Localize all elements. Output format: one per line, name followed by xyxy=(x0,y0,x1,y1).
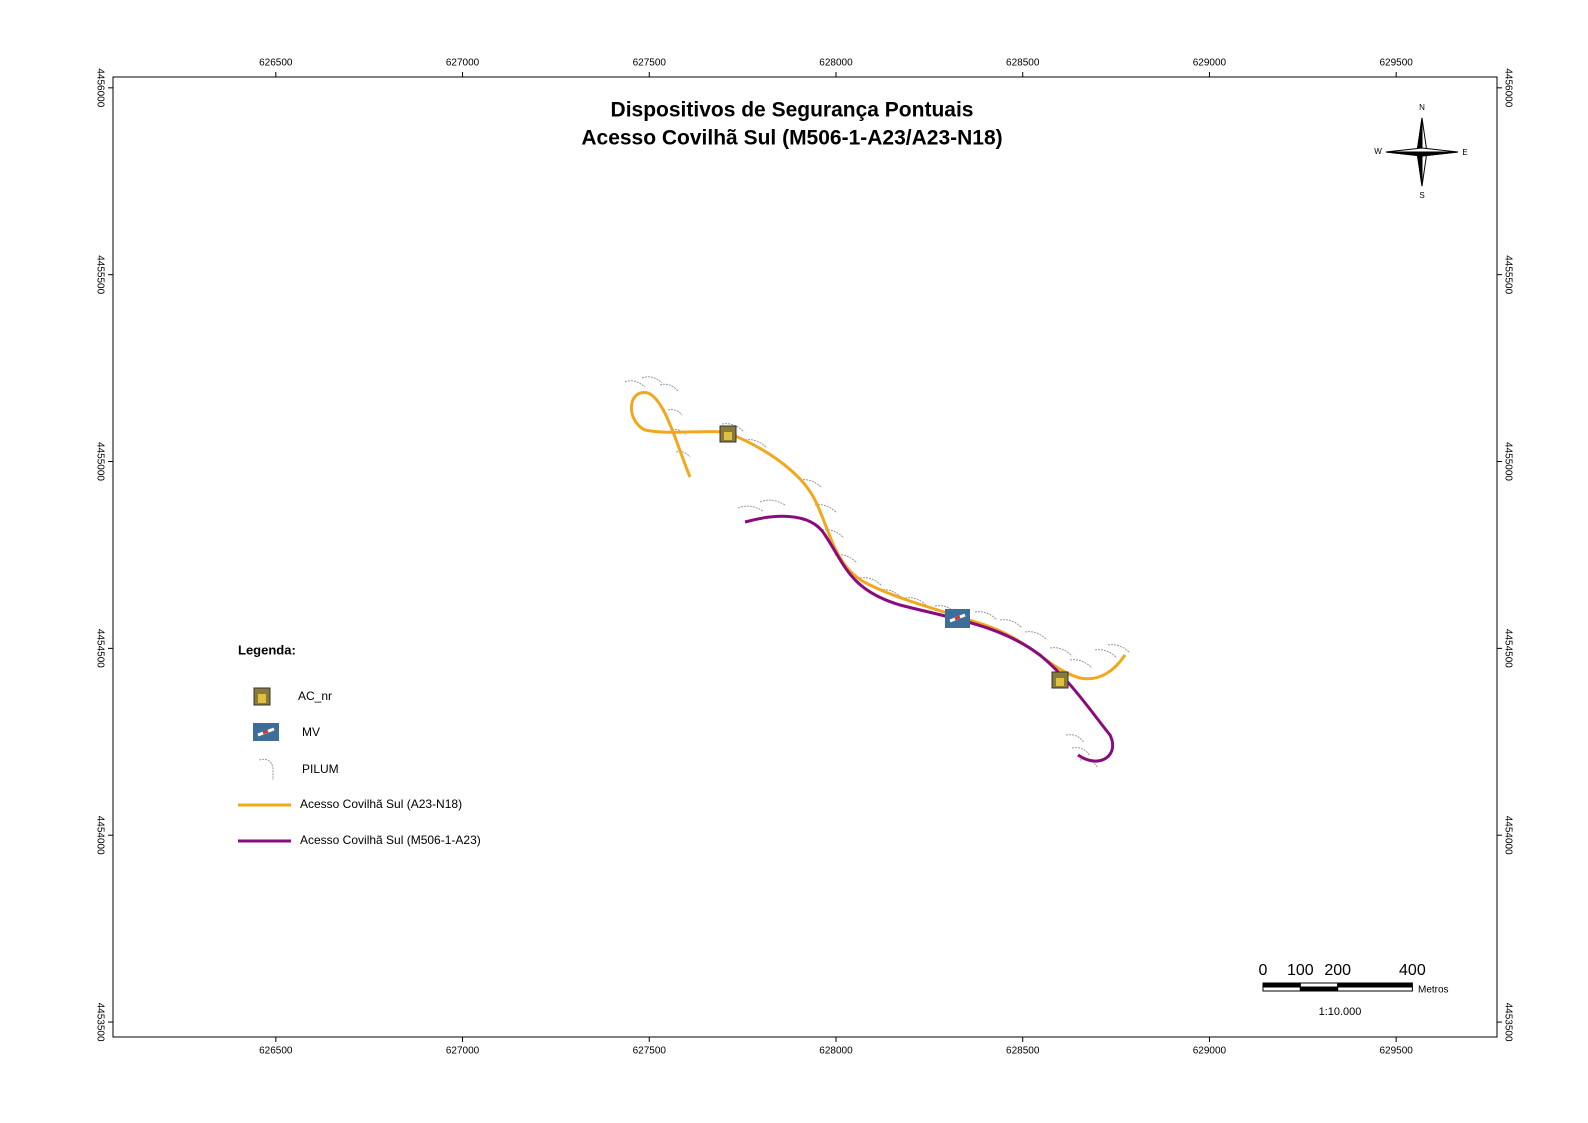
scale-segment xyxy=(1337,986,1413,992)
y-tick-label-right: 4454500 xyxy=(1502,629,1513,668)
y-tick-label-right: 4455000 xyxy=(1502,442,1513,481)
x-tick-label-bottom: 627500 xyxy=(633,1046,667,1057)
scale-label: 100 xyxy=(1287,962,1314,979)
y-tick-label-left: 4455500 xyxy=(94,255,105,294)
compass-n: N xyxy=(1419,103,1425,112)
y-tick-label-right: 4454000 xyxy=(1502,816,1513,855)
legend-ac-nr-icon xyxy=(253,687,271,706)
legend-label: Acesso Covilhã Sul (M506-1-A23) xyxy=(300,833,481,847)
scale-label: 400 xyxy=(1399,962,1426,979)
legend-label: Acesso Covilhã Sul (A23-N18) xyxy=(300,797,462,811)
y-tick-label-left: 4453500 xyxy=(94,1003,105,1042)
y-tick-label-left: 4455000 xyxy=(94,442,105,481)
x-tick-label-bottom: 627000 xyxy=(446,1046,480,1057)
legend-label: AC_nr xyxy=(298,689,332,703)
legend-pilum-icon xyxy=(258,758,274,780)
y-tick-label-right: 4456000 xyxy=(1502,68,1513,107)
map-subtitle: Acesso Covilhã Sul (M506-1-A23/A23-N18) xyxy=(581,127,1002,150)
scale-label: 200 xyxy=(1324,962,1351,979)
legend-label: PILUM xyxy=(302,762,339,776)
scale-segment xyxy=(1337,982,1413,988)
legend-title: Legenda: xyxy=(238,642,296,657)
legend-mv-icon xyxy=(253,723,279,741)
ac-nr-icon xyxy=(1051,671,1069,689)
x-tick-label-top: 627000 xyxy=(446,58,480,69)
y-tick-label-right: 4455500 xyxy=(1502,255,1513,294)
y-tick-label-left: 4456000 xyxy=(94,68,105,107)
x-tick-label-bottom: 628000 xyxy=(819,1046,853,1057)
x-tick-label-bottom: 628500 xyxy=(1006,1046,1040,1057)
ac-nr-icon xyxy=(719,425,737,443)
scale-segment xyxy=(1262,986,1301,992)
scale-segment xyxy=(1299,982,1339,988)
y-tick-label-left: 4454000 xyxy=(94,816,105,855)
scale-segment xyxy=(1262,982,1301,988)
x-tick-label-top: 628500 xyxy=(1006,58,1040,69)
x-tick-label-top: 628000 xyxy=(819,58,853,69)
x-tick-label-top: 629000 xyxy=(1193,58,1227,69)
scale-segment xyxy=(1299,986,1339,992)
x-tick-label-bottom: 629000 xyxy=(1193,1046,1227,1057)
x-tick-label-top: 627500 xyxy=(633,58,667,69)
north-arrow xyxy=(1385,117,1459,187)
scale-unit: Metros xyxy=(1418,985,1449,996)
scale-ratio: 1:10.000 xyxy=(1319,1006,1362,1018)
scale-label: 0 xyxy=(1259,962,1268,979)
compass-w: W xyxy=(1374,147,1382,156)
x-tick-label-bottom: 626500 xyxy=(259,1046,293,1057)
map-title: Dispositivos de Segurança Pontuais xyxy=(611,99,974,122)
x-tick-label-bottom: 629500 xyxy=(1379,1046,1413,1057)
pilum-markers xyxy=(624,376,1131,769)
x-tick-label-top: 626500 xyxy=(259,58,293,69)
compass-e: E xyxy=(1462,148,1467,157)
x-tick-label-top: 629500 xyxy=(1379,58,1413,69)
compass-s: S xyxy=(1419,191,1424,200)
y-tick-label-left: 4454500 xyxy=(94,629,105,668)
legend-label: MV xyxy=(302,725,320,739)
mv-icon xyxy=(945,609,970,628)
map-frame xyxy=(112,76,1498,1038)
y-tick-label-right: 4453500 xyxy=(1502,1003,1513,1042)
